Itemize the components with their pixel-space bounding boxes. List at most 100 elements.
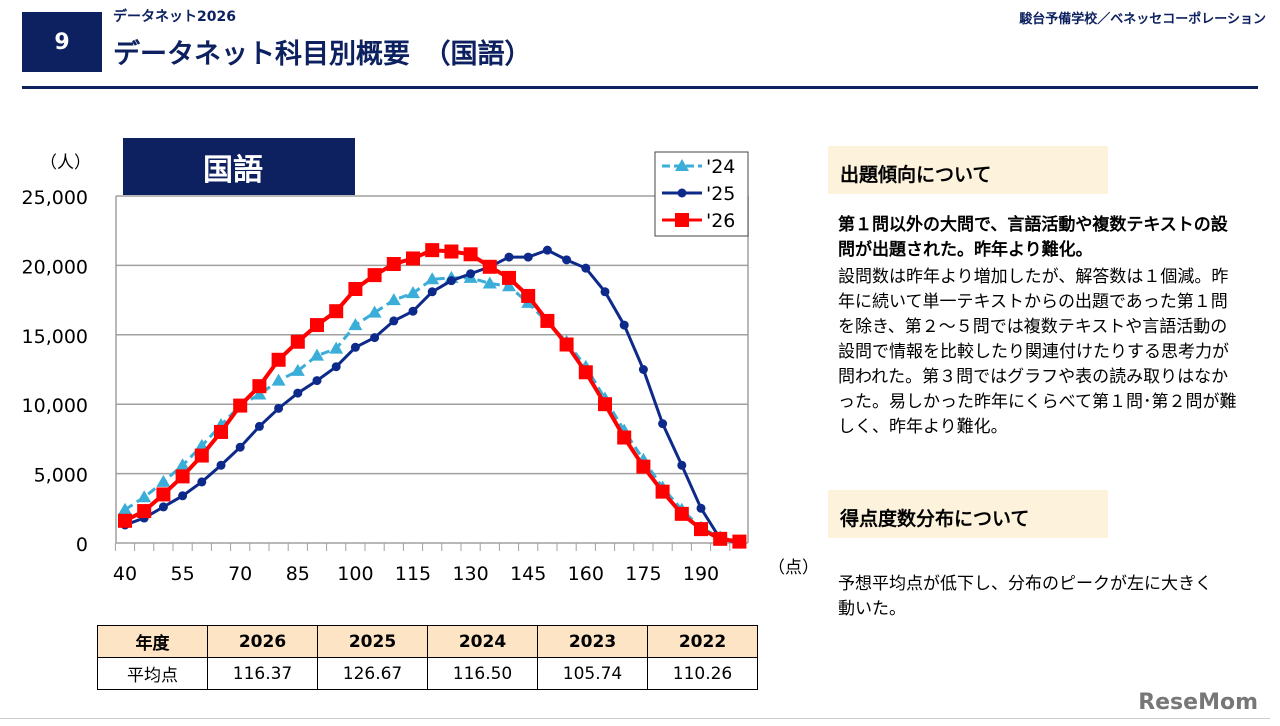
x-tick-label: 160 <box>568 563 604 585</box>
data-point-square <box>137 504 152 519</box>
data-point-circle <box>562 255 572 265</box>
x-tick-label: 70 <box>228 563 252 585</box>
data-point-square <box>290 334 305 349</box>
table-header: 2023 <box>537 625 648 658</box>
data-point-circle <box>677 188 687 198</box>
x-axis-label: （点） <box>768 558 819 578</box>
average-score-table: 年度 2026 2025 2024 2023 2022 平均点 116.37 1… <box>97 625 758 690</box>
data-point-circle <box>312 376 322 386</box>
data-point-circle <box>350 342 360 352</box>
legend-label: '26 <box>706 210 735 232</box>
data-point-square <box>194 448 209 463</box>
data-point-triangle <box>156 474 171 487</box>
data-point-square <box>444 244 459 259</box>
legend-label: '24 <box>706 156 735 178</box>
x-tick-label: 40 <box>113 563 137 585</box>
data-point-square <box>598 397 612 412</box>
data-point-triangle <box>271 373 286 386</box>
chart-title: 国語 <box>123 138 355 195</box>
data-point-square <box>367 268 382 283</box>
x-tick-label: 175 <box>625 563 661 585</box>
data-point-triangle <box>310 348 324 361</box>
table-cell: 105.74 <box>537 657 648 690</box>
table-cell: 平均点 <box>97 657 208 690</box>
data-point-square <box>636 459 651 474</box>
data-point-square <box>713 531 728 546</box>
data-point-square <box>694 522 708 537</box>
data-point-square <box>252 379 267 394</box>
slide-subtitle: データネット2026 <box>113 9 236 25</box>
y-axis-label: （人） <box>40 153 91 173</box>
data-point-circle <box>197 477 207 487</box>
table-cell: 110.26 <box>647 657 758 690</box>
data-point-triangle <box>386 293 401 306</box>
x-tick-label: 190 <box>683 563 719 585</box>
table-cell: 116.37 <box>207 657 318 690</box>
data-point-circle <box>677 460 687 470</box>
data-point-circle <box>293 388 303 398</box>
y-tick-label: 25,000 <box>22 187 88 209</box>
data-point-triangle <box>329 341 344 354</box>
data-point-triangle <box>406 286 420 299</box>
data-point-square <box>214 424 228 439</box>
data-point-circle <box>638 365 648 374</box>
data-point-circle <box>466 269 476 279</box>
table-header: 2022 <box>647 625 758 658</box>
data-point-square <box>425 243 440 258</box>
data-point-triangle <box>137 490 152 503</box>
data-point-circle <box>619 320 629 330</box>
data-point-circle <box>523 252 533 262</box>
data-point-circle <box>581 263 591 273</box>
data-point-square <box>674 506 689 521</box>
data-point-triangle <box>367 305 382 318</box>
data-point-square <box>521 288 536 303</box>
data-point-square <box>118 513 132 528</box>
data-point-triangle <box>348 318 363 331</box>
data-point-circle <box>331 362 341 372</box>
legend-label: '25 <box>706 183 735 205</box>
data-point-circle <box>600 287 610 297</box>
data-point-circle <box>178 491 188 501</box>
x-tick-label: 115 <box>395 563 431 585</box>
data-point-circle <box>696 503 706 513</box>
data-point-square <box>482 259 497 274</box>
y-tick-label: 0 <box>76 534 88 556</box>
data-point-square <box>559 337 574 352</box>
distribution-body: 予想平均点が低下し、分布のピークが左に大きく動いた。 <box>838 574 1212 619</box>
trend-summary: 第１問以外の大問で、言語活動や複数テキストの設問が出題された。昨年より難化。 <box>838 215 1228 260</box>
data-point-square <box>675 213 689 227</box>
table-header-row: 年度 2026 2025 2024 2023 2022 <box>97 625 758 658</box>
data-point-square <box>175 469 190 484</box>
data-point-circle <box>254 421 264 431</box>
table-header: 年度 <box>97 625 208 658</box>
organization: 駿台予備学校／ベネッセコーポレーション <box>1019 12 1266 27</box>
data-point-triangle <box>675 159 689 171</box>
y-tick-label: 10,000 <box>22 395 88 417</box>
y-tick-label: 20,000 <box>22 256 88 278</box>
x-tick-label: 145 <box>510 563 546 585</box>
data-point-square <box>578 365 593 380</box>
footer-divider <box>0 718 1270 719</box>
section-heading-distribution: 得点度数分布について <box>828 490 1108 538</box>
table-header: 2026 <box>207 625 318 658</box>
x-tick-label: 130 <box>452 563 488 585</box>
data-point-square <box>348 281 363 296</box>
data-point-square <box>271 352 286 367</box>
trend-body: 設問数は昨年より増加したが、解答数は１個減。昨年に続いて単一テキストからの出題で… <box>838 267 1237 437</box>
data-point-triangle <box>425 272 440 285</box>
data-point-circle <box>658 419 668 429</box>
slide-number: 9 <box>22 12 102 72</box>
data-point-circle <box>504 252 514 262</box>
data-point-triangle <box>252 387 267 400</box>
data-point-circle <box>158 502 168 512</box>
series-line-24 <box>124 276 740 544</box>
data-point-square <box>732 534 747 549</box>
table-header: 2025 <box>317 625 428 658</box>
page-title: データネット科目別概要 （国語） <box>113 39 532 70</box>
data-point-square <box>502 270 516 285</box>
data-point-triangle <box>118 502 132 515</box>
table-cell: 126.67 <box>317 657 428 690</box>
data-point-square <box>386 257 401 272</box>
x-tick-label: 100 <box>337 563 373 585</box>
